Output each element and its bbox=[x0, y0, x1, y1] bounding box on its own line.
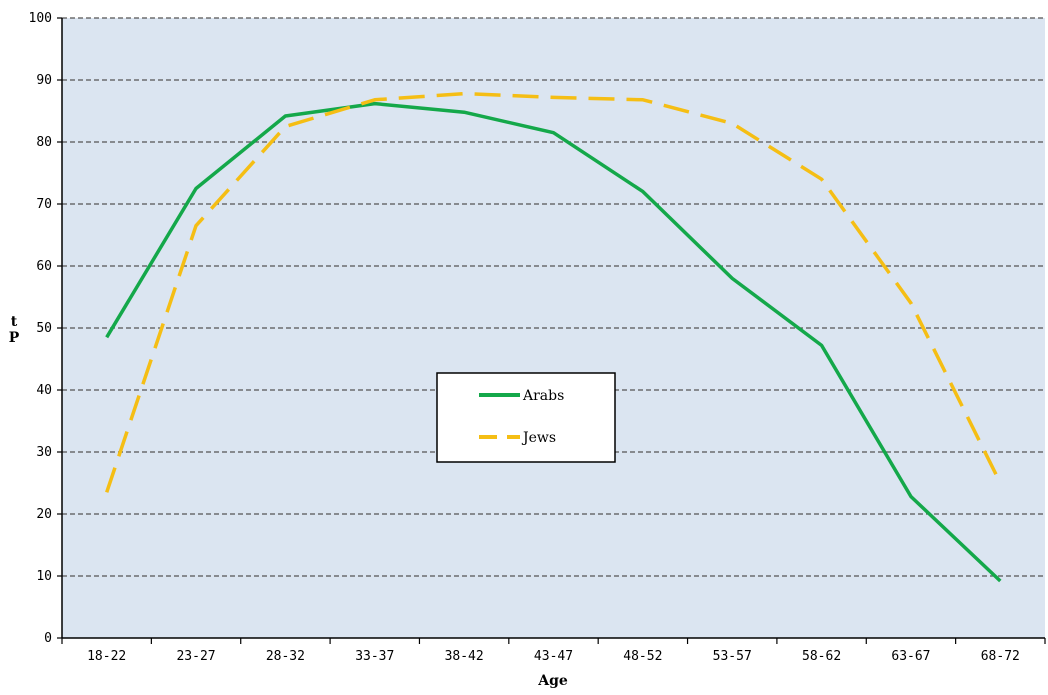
x-tick-label: 63-67 bbox=[891, 649, 930, 664]
x-tick-labels: 18-22 23-27 28-32 33-37 38-42 43-47 48-52 53-57… bbox=[61, 638, 1046, 664]
legend-label-arabs: Arabs bbox=[522, 388, 564, 404]
legend-box bbox=[436, 372, 616, 463]
x-tick-label: 23-27 bbox=[176, 649, 215, 664]
series-line-jews bbox=[105, 91, 1002, 493]
x-tick-label: 58-62 bbox=[802, 649, 841, 664]
x-tick-label: 38-42 bbox=[445, 649, 484, 664]
x-tick-label: 68-72 bbox=[981, 649, 1020, 664]
x-tick-label: 18-22 bbox=[87, 649, 126, 664]
x-tick-label: 43-47 bbox=[534, 649, 573, 664]
x-tick-label: 48-52 bbox=[623, 649, 662, 664]
x-axis-title: Age bbox=[537, 673, 568, 689]
y-tick-label: 20 bbox=[36, 507, 52, 522]
data-series bbox=[105, 91, 1002, 583]
y-tick-label: 60 bbox=[36, 259, 52, 274]
y-axis-title-bottom: P bbox=[9, 330, 20, 346]
legend-label-jews: Jews bbox=[521, 430, 556, 446]
y-axis-title-top: t bbox=[11, 314, 18, 330]
y-tick-label: 0 bbox=[44, 631, 52, 646]
y-tick-label: 10 bbox=[36, 569, 52, 584]
y-tick-label: 70 bbox=[36, 197, 52, 212]
y-tick-labels: 0 10 20 30 40 50 60 70 80 90 100 bbox=[29, 11, 62, 646]
x-tick-label: 28-32 bbox=[266, 649, 305, 664]
y-tick-label: 30 bbox=[36, 445, 52, 460]
x-tick-label: 53-57 bbox=[713, 649, 752, 664]
y-tick-label: 100 bbox=[29, 11, 52, 26]
y-tick-label: 90 bbox=[36, 73, 52, 88]
legend: Arabs Jews bbox=[436, 372, 616, 463]
y-tick-label: 50 bbox=[36, 321, 52, 336]
x-tick-label: 33-37 bbox=[355, 649, 394, 664]
y-tick-label: 40 bbox=[36, 383, 52, 398]
y-tick-label: 80 bbox=[36, 135, 52, 150]
